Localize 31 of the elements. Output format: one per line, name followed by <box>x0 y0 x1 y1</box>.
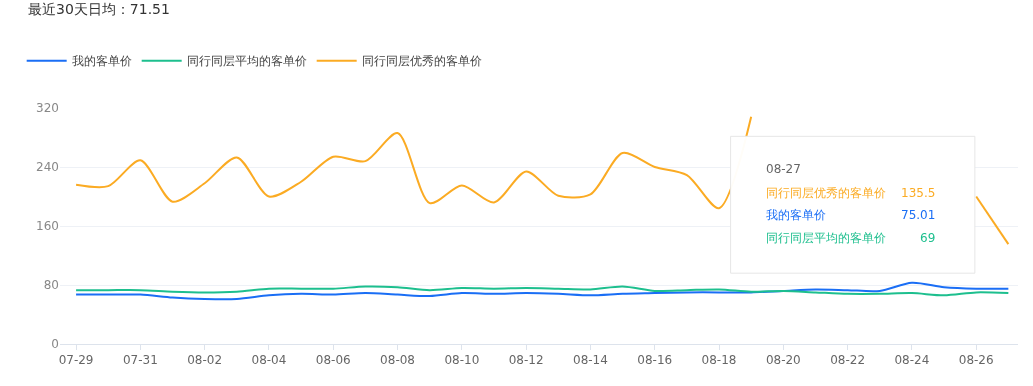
x-tick-label: 08-14 <box>573 353 608 368</box>
annotation: 75.01 <box>901 208 936 222</box>
x-tick-label: 08-04 <box>251 353 287 368</box>
x-tick-label: 08-24 <box>894 353 930 368</box>
annotation: 135.5 <box>901 186 936 200</box>
x-tick-label: 08-22 <box>830 353 866 368</box>
x-tick-label: 08-26 <box>958 353 994 368</box>
x-tick-label: 08-18 <box>701 353 737 368</box>
annotation: 69 <box>920 231 936 245</box>
x-tick-label: 08-20 <box>765 353 801 368</box>
x-tick-label: 07-29 <box>58 353 94 368</box>
x-tick-label: 08-10 <box>444 353 480 368</box>
x-tick-label: 07-31 <box>122 353 158 368</box>
chart-title: 最近30天日均：71.51 <box>28 1 170 17</box>
y-tick-label: 240 <box>36 160 59 175</box>
y-tick-label: 160 <box>36 219 59 234</box>
legend-label: 我的客单价 <box>71 54 132 69</box>
annotation: 08-27 <box>766 162 801 176</box>
x-tick-label: 08-08 <box>380 353 415 368</box>
x-tick-label: 08-12 <box>508 353 544 368</box>
legend-label: 同行同层优秀的客单价 <box>361 54 482 69</box>
x-tick-label: 08-16 <box>637 353 673 368</box>
legend-label: 同行同层平均的客单价 <box>186 54 307 69</box>
y-tick-label: 320 <box>36 101 59 116</box>
annotation: 同行同层平均的客单价 <box>766 231 886 245</box>
y-tick-label: 0 <box>51 337 59 352</box>
annotation: 同行同层优秀的客单价 <box>766 186 886 200</box>
x-tick-label: 08-02 <box>187 353 223 368</box>
annotation: 我的客单价 <box>766 208 826 222</box>
x-tick-label: 08-06 <box>315 353 351 368</box>
y-tick-label: 80 <box>43 278 59 293</box>
